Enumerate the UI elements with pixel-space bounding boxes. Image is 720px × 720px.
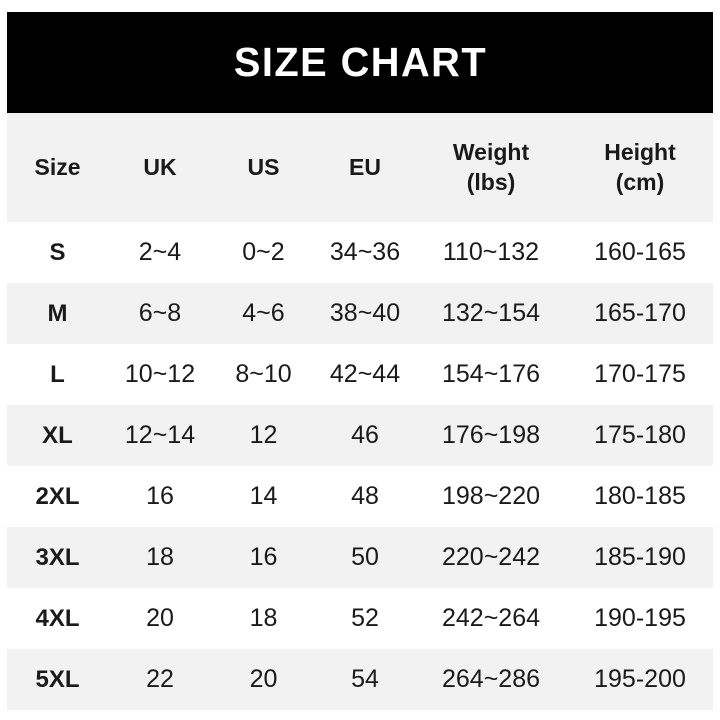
- column-header-height-line1: Height: [604, 139, 676, 166]
- cell-weight: 110~132: [415, 222, 567, 283]
- cell-size: 3XL: [7, 527, 108, 588]
- cell-uk: 16: [108, 466, 212, 527]
- column-header-weight: Weight (lbs): [415, 113, 567, 222]
- table-row: 5XL 22 20 54 264~286 195-200: [7, 649, 713, 710]
- cell-eu: 46: [315, 405, 415, 466]
- cell-size: M: [7, 283, 108, 344]
- cell-height: 180-185: [567, 466, 713, 527]
- table-row: XL 12~14 12 46 176~198 175-180: [7, 405, 713, 466]
- table-header: Size UK US EU Weight (lbs) Height (cm): [7, 113, 713, 222]
- column-header-weight-line1: Weight: [452, 139, 530, 166]
- cell-height: 175-180: [567, 405, 713, 466]
- table-row: 4XL 20 18 52 242~264 190-195: [7, 588, 713, 649]
- size-chart-table: Size UK US EU Weight (lbs) Height (cm): [7, 113, 713, 710]
- table-row: S 2~4 0~2 34~36 110~132 160-165: [7, 222, 713, 283]
- table-body: S 2~4 0~2 34~36 110~132 160-165 M 6~8 4~6 38~40 13…: [7, 222, 713, 710]
- cell-height: 170-175: [567, 344, 713, 405]
- header-row: Size UK US EU Weight (lbs) Height (cm): [7, 113, 713, 222]
- column-header-size: Size: [7, 113, 108, 222]
- cell-size: 5XL: [7, 649, 108, 710]
- cell-eu: 54: [315, 649, 415, 710]
- cell-us: 8~10: [212, 344, 315, 405]
- cell-size: 2XL: [7, 466, 108, 527]
- size-chart: SIZE CHART Size UK US EU W: [7, 12, 713, 710]
- title-banner: SIZE CHART: [7, 12, 713, 113]
- cell-weight: 132~154: [415, 283, 567, 344]
- cell-eu: 48: [315, 466, 415, 527]
- cell-uk: 20: [108, 588, 212, 649]
- cell-eu: 42~44: [315, 344, 415, 405]
- cell-weight: 264~286: [415, 649, 567, 710]
- cell-size: S: [7, 222, 108, 283]
- cell-uk: 6~8: [108, 283, 212, 344]
- cell-height: 195-200: [567, 649, 713, 710]
- table-row: M 6~8 4~6 38~40 132~154 165-170: [7, 283, 713, 344]
- table-row: 2XL 16 14 48 198~220 180-185: [7, 466, 713, 527]
- cell-size: L: [7, 344, 108, 405]
- column-header-uk-line1: UK: [143, 153, 177, 180]
- cell-uk: 18: [108, 527, 212, 588]
- cell-uk: 22: [108, 649, 212, 710]
- column-header-eu: EU: [315, 113, 415, 222]
- cell-us: 20: [212, 649, 315, 710]
- cell-weight: 154~176: [415, 344, 567, 405]
- cell-us: 18: [212, 588, 315, 649]
- cell-us: 0~2: [212, 222, 315, 283]
- cell-us: 14: [212, 466, 315, 527]
- column-header-uk: UK: [108, 113, 212, 222]
- column-header-us-line1: US: [247, 153, 280, 180]
- column-header-us: US: [212, 113, 315, 222]
- cell-height: 190-195: [567, 588, 713, 649]
- cell-us: 4~6: [212, 283, 315, 344]
- cell-eu: 38~40: [315, 283, 415, 344]
- column-header-height: Height (cm): [567, 113, 713, 222]
- column-header-weight-line2: (lbs): [466, 168, 516, 195]
- cell-eu: 52: [315, 588, 415, 649]
- column-header-height-line2: (cm): [615, 168, 665, 195]
- table-row: 3XL 18 16 50 220~242 185-190: [7, 527, 713, 588]
- page-title: SIZE CHART: [233, 39, 487, 85]
- cell-height: 185-190: [567, 527, 713, 588]
- cell-weight: 242~264: [415, 588, 567, 649]
- column-header-size-line1: Size: [34, 153, 81, 180]
- cell-uk: 10~12: [108, 344, 212, 405]
- cell-us: 12: [212, 405, 315, 466]
- cell-weight: 176~198: [415, 405, 567, 466]
- cell-eu: 50: [315, 527, 415, 588]
- cell-eu: 34~36: [315, 222, 415, 283]
- column-header-eu-line1: EU: [349, 153, 381, 180]
- cell-height: 160-165: [567, 222, 713, 283]
- cell-weight: 220~242: [415, 527, 567, 588]
- cell-uk: 2~4: [108, 222, 212, 283]
- cell-weight: 198~220: [415, 466, 567, 527]
- cell-us: 16: [212, 527, 315, 588]
- cell-uk: 12~14: [108, 405, 212, 466]
- cell-size: XL: [7, 405, 108, 466]
- table-row: L 10~12 8~10 42~44 154~176 170-175: [7, 344, 713, 405]
- cell-size: 4XL: [7, 588, 108, 649]
- cell-height: 165-170: [567, 283, 713, 344]
